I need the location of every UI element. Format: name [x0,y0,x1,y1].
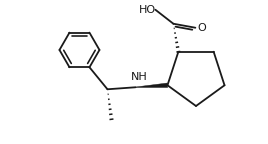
Text: HO: HO [139,5,156,15]
Text: O: O [197,23,206,33]
Text: NH: NH [131,72,148,82]
Polygon shape [135,83,168,88]
